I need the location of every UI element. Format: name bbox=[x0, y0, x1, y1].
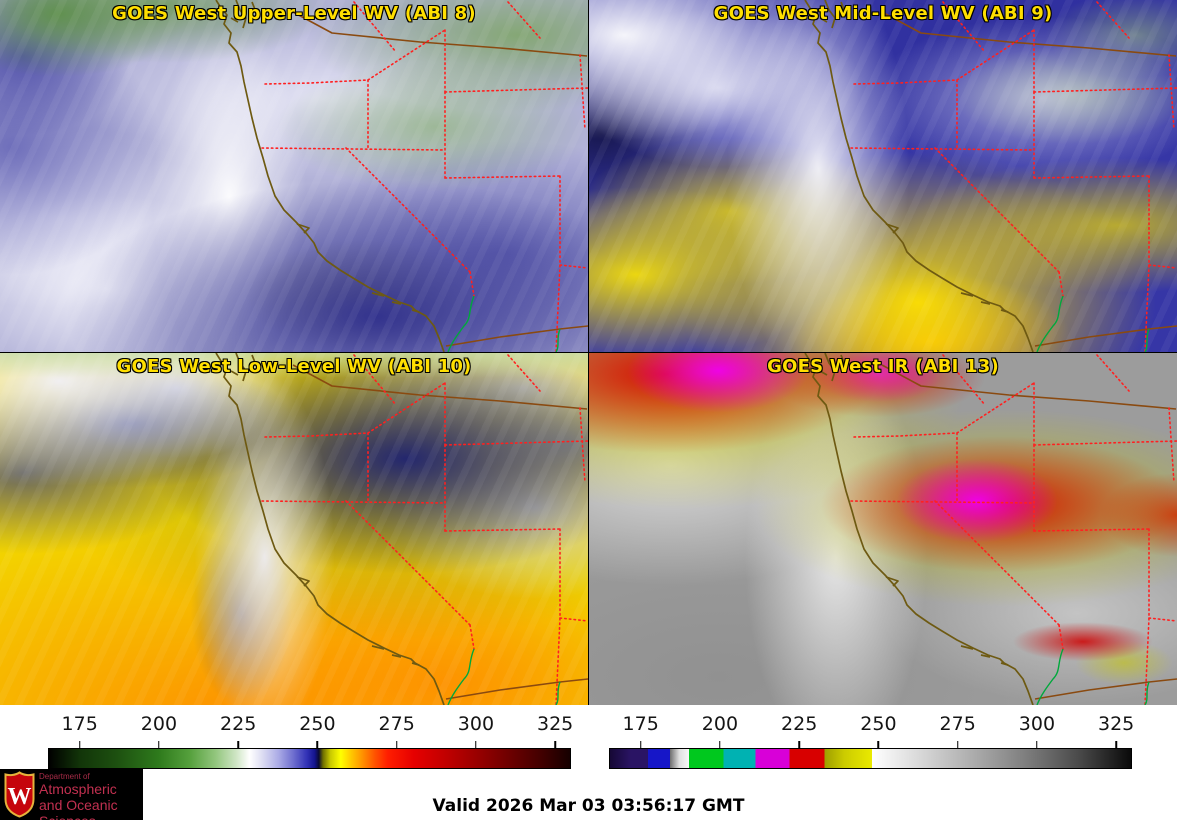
panel-ir: GOES West IR (ABI 13) bbox=[589, 353, 1177, 705]
colorbar-tick-mark bbox=[877, 741, 880, 748]
map-overlay bbox=[804, 353, 1177, 705]
colorbar-tick-mark bbox=[798, 741, 800, 748]
valid-timestamp: Valid 2026 Mar 03 03:56:17 GMT bbox=[432, 796, 745, 816]
logo-dept-prefix: Department of bbox=[39, 772, 90, 781]
cloud-texture bbox=[589, 0, 1177, 352]
colorbar-tick-mark bbox=[237, 741, 239, 748]
footer: W Department of Atmospheric and Oceanic … bbox=[0, 769, 1177, 820]
colorbar-tick-label: 175 bbox=[622, 713, 659, 735]
colorbar-tick-label: 300 bbox=[457, 713, 495, 735]
colorbar-tick-label: 275 bbox=[378, 713, 415, 735]
colorbar-tick-label: 325 bbox=[537, 713, 574, 735]
colorbar-tick-mark bbox=[1115, 741, 1117, 748]
colorbar-tick-mark bbox=[554, 741, 556, 748]
colorbar-tick-mark bbox=[395, 741, 398, 748]
colorbar-tick-mark bbox=[475, 741, 477, 748]
colorbar-tick-mark bbox=[158, 741, 160, 748]
colorbar-tick-mark bbox=[1036, 741, 1038, 748]
colorbar-tick-mark bbox=[639, 741, 642, 748]
colorbar-tick-label: 200 bbox=[140, 713, 178, 735]
wv-colorbar-group: 175 200 225 250 275 300 325 bbox=[48, 705, 574, 769]
colorbar-tick-mark bbox=[316, 741, 319, 748]
colorbar-tick-mark bbox=[78, 741, 81, 748]
colorbar-tick-label: 175 bbox=[61, 713, 98, 735]
colorbar-tick-label: 250 bbox=[299, 713, 336, 735]
panel-low-level-wv: GOES West Low-Level WV (ABI 10) bbox=[0, 353, 588, 705]
logo-line-2: and Oceanic Sciences bbox=[39, 797, 118, 820]
map-overlay bbox=[804, 0, 1177, 352]
colorbar-tick-label: 225 bbox=[220, 713, 257, 735]
satellite-quad-view: GOES West Upper-Level WV (ABI 8) GOES We… bbox=[0, 0, 1177, 705]
logo-text: Department of Atmospheric and Oceanic Sc… bbox=[39, 772, 143, 820]
logo-line-1: Atmospheric bbox=[39, 781, 117, 797]
uw-aos-logo: W Department of Atmospheric and Oceanic … bbox=[0, 769, 143, 820]
colorbar-tick-mark bbox=[956, 741, 959, 748]
panel-title-abi9: GOES West Mid-Level WV (ABI 9) bbox=[713, 3, 1053, 24]
colorbar-row: 175 200 225 250 275 300 325 175 200 225 250 275 300… bbox=[0, 705, 1177, 769]
colorbar-tick-label: 325 bbox=[1098, 713, 1135, 735]
panel-title-abi10: GOES West Low-Level WV (ABI 10) bbox=[116, 356, 472, 377]
ir-colorbar-group: 175 200 225 250 275 300 325 bbox=[609, 705, 1135, 769]
panel-title-abi13: GOES West IR (ABI 13) bbox=[767, 356, 999, 377]
panel-title-abi8: GOES West Upper-Level WV (ABI 8) bbox=[112, 3, 476, 24]
map-overlay bbox=[215, 0, 588, 352]
colorbar-tick-label: 225 bbox=[781, 713, 818, 735]
map-overlay bbox=[215, 353, 588, 705]
colorbar-tick-label: 200 bbox=[701, 713, 739, 735]
cloud-texture bbox=[0, 0, 588, 352]
panel-mid-level-wv: GOES West Mid-Level WV (ABI 9) bbox=[589, 0, 1177, 352]
colorbar-tick-label: 250 bbox=[860, 713, 897, 735]
colorbar-tick-label: 275 bbox=[939, 713, 976, 735]
colorbar-tick-label: 300 bbox=[1018, 713, 1056, 735]
wv-colorbar bbox=[48, 748, 571, 769]
crest-letter: W bbox=[8, 784, 32, 810]
uw-crest-icon: W bbox=[4, 771, 35, 818]
colorbar-tick-mark bbox=[719, 741, 721, 748]
ir-colorbar bbox=[609, 748, 1132, 769]
cloud-texture bbox=[0, 353, 588, 705]
panel-upper-level-wv: GOES West Upper-Level WV (ABI 8) bbox=[0, 0, 588, 352]
